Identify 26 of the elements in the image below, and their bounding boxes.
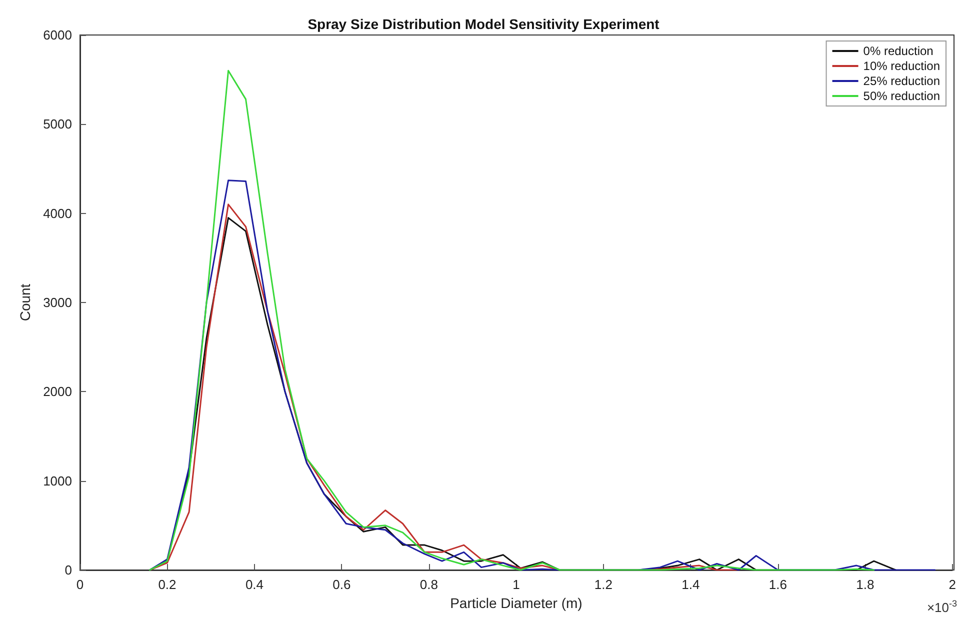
x-tick-label: 0.6 xyxy=(332,577,351,592)
y-tick-label: 0 xyxy=(64,562,72,578)
x-tick-label: 0.4 xyxy=(245,577,264,592)
chart-title: Spray Size Distribution Model Sensitivity Experiment xyxy=(308,16,660,32)
x-tick-label: 0.8 xyxy=(420,577,438,592)
x-axis-title: Particle Diameter (m) xyxy=(450,595,582,611)
legend-label: 0% reduction xyxy=(863,44,934,58)
legend-label: 25% reduction xyxy=(863,74,940,88)
y-tick-label: 1000 xyxy=(43,473,72,488)
line-series xyxy=(149,204,740,571)
legend-label: 50% reduction xyxy=(863,89,940,103)
y-tick-label: 2000 xyxy=(43,384,72,400)
y-axis-title: Count xyxy=(17,284,34,322)
x-tick-label: 0 xyxy=(76,577,84,592)
y-tick-label: 3000 xyxy=(43,295,72,310)
y-tick-label: 5000 xyxy=(43,116,72,132)
x-tick-label: 0.2 xyxy=(158,577,176,592)
x-tick-label: 1.2 xyxy=(594,577,612,592)
legend-label: 10% reduction xyxy=(863,59,940,73)
x-tick-label: 1.8 xyxy=(856,577,874,592)
y-tick-label: 6000 xyxy=(43,28,72,42)
x-tick-label: 1 xyxy=(512,577,520,592)
y-tick-label: 4000 xyxy=(43,206,72,221)
x-tick-label: 1.6 xyxy=(768,577,787,592)
x-tick-label: 2 xyxy=(948,577,956,592)
x-tick-label: 1.4 xyxy=(682,577,700,592)
